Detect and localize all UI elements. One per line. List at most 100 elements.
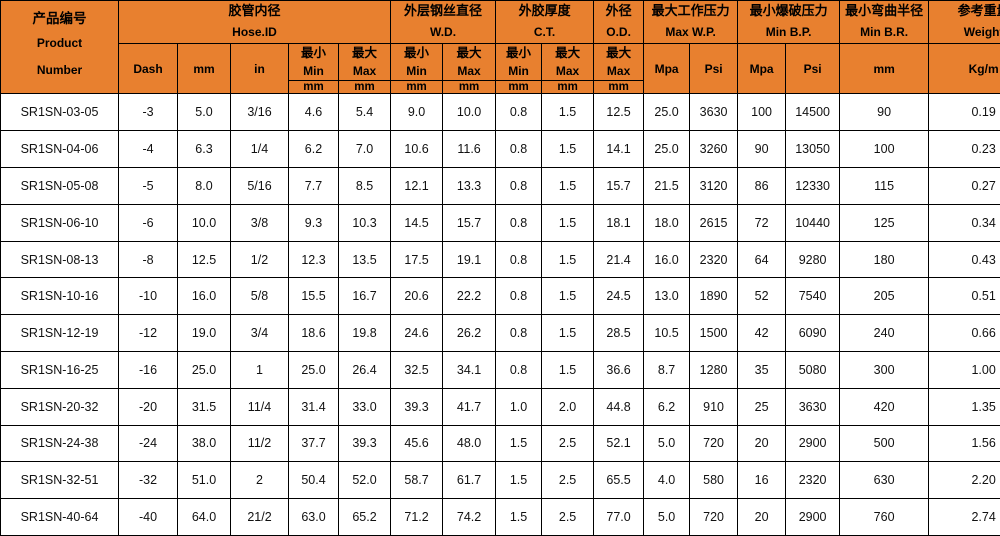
cell-br-mm: 630 xyxy=(839,461,930,500)
cell-id-in: 2 xyxy=(230,461,289,500)
header-sub-id-in-en: in xyxy=(254,61,265,76)
header-sub-weight-kgm: Kg/m xyxy=(928,43,1000,95)
header-sub-dash: Dash xyxy=(118,43,178,95)
header-sub-wd-min-en: Min xyxy=(406,64,427,79)
header-sub-ct-min-cn: 最小 xyxy=(506,46,532,61)
cell-wp-mpa: 25.0 xyxy=(643,93,691,132)
header-sub-wd-min-cn: 最小 xyxy=(404,46,430,61)
header-group-min-burst-pressure: 最小爆破压力 Min B.P. xyxy=(737,0,841,45)
cell-id-in: 3/8 xyxy=(230,203,289,242)
header-group-min-bend-radius-cn: 最小弯曲半径 xyxy=(845,3,924,18)
cell-dash: -16 xyxy=(118,351,178,389)
header-group-min-bend-radius: 最小弯曲半径 Min B.R. xyxy=(839,0,930,45)
cell-bp-mpa: 42 xyxy=(737,314,787,352)
cell-ct-min: 1.5 xyxy=(495,498,543,536)
cell-id-in: 1/2 xyxy=(230,240,289,279)
cell-od-max: 14.1 xyxy=(593,130,645,169)
cell-wp-mpa: 18.0 xyxy=(643,203,691,242)
cell-ct-max: 2.5 xyxy=(541,461,595,500)
header-row-group: 产品编号 Product Number 胶管内径 Hose.ID 外层钢丝直径 … xyxy=(0,0,1000,95)
cell-id-max: 13.5 xyxy=(337,240,392,279)
table-row: SR1SN-10-16 -10 16.0 5/8 15.5 16.7 20.6 22.2 0.8… xyxy=(0,277,1000,316)
cell-weight: 2.74 xyxy=(928,498,1000,536)
header-sub-wp-psi-en: Psi xyxy=(704,61,723,76)
cell-wp-psi: 3120 xyxy=(689,167,739,205)
header-sub-id-max: 最大 Max xyxy=(337,43,392,82)
header-sub-ct-max-cn: 最大 xyxy=(555,46,581,61)
header-group-weight: 参考重量 Weight xyxy=(928,0,1000,45)
cell-wd-min: 17.5 xyxy=(390,240,444,279)
header-sub-bp-mpa: Mpa xyxy=(737,43,787,95)
cell-od-max: 65.5 xyxy=(593,461,645,500)
header-sub-weight-kgm-en: Kg/m xyxy=(968,61,999,76)
cell-wp-mpa: 5.0 xyxy=(643,498,691,536)
cell-id-in: 1 xyxy=(230,351,289,389)
cell-weight: 0.66 xyxy=(928,314,1000,352)
header-sub-dash-en: Dash xyxy=(133,61,163,76)
header-unit-ct-max: mm xyxy=(541,80,595,95)
cell-br-mm: 205 xyxy=(839,277,930,316)
cell-ct-max: 1.5 xyxy=(541,314,595,352)
header-sub-wd-max-en: Max xyxy=(457,64,481,79)
header-product-number: 产品编号 Product Number xyxy=(0,0,119,95)
cell-od-max: 28.5 xyxy=(593,314,645,352)
header-group-hose-id-cn: 胶管内径 xyxy=(228,3,281,18)
cell-wd-max: 22.2 xyxy=(442,277,497,316)
cell-id-in: 11/2 xyxy=(230,424,289,463)
table-body: SR1SN-03-05 -3 5.0 3/16 4.6 5.4 9.0 10.0 0.8 1.5 1… xyxy=(0,93,1000,536)
cell-dash: -24 xyxy=(118,424,178,463)
cell-od-max: 21.4 xyxy=(593,240,645,279)
header-sub-wp-psi: Psi xyxy=(689,43,739,95)
cell-ct-min: 0.8 xyxy=(495,130,543,169)
cell-od-max: 44.8 xyxy=(593,387,645,426)
cell-ct-max: 2.0 xyxy=(541,387,595,426)
cell-dash: -12 xyxy=(118,314,178,352)
header-sub-wp-mpa: Mpa xyxy=(643,43,691,95)
cell-weight: 0.23 xyxy=(928,130,1000,169)
header-sub-wd-max-cn: 最大 xyxy=(456,46,482,61)
cell-product-number: SR1SN-08-13 xyxy=(0,240,119,279)
header-sub-id-mm-en: mm xyxy=(193,61,215,76)
header-group-outer-diameter-cn: 外径 xyxy=(605,3,632,18)
header-sub-br-mm: mm xyxy=(839,43,930,95)
header-sub-ct-max-en: Max xyxy=(555,64,580,79)
header-group-cover-thickness: 外胶厚度 C.T. xyxy=(495,0,595,45)
cell-id-max: 65.2 xyxy=(337,498,392,536)
cell-id-min: 37.7 xyxy=(288,424,339,463)
cell-wp-mpa: 10.5 xyxy=(643,314,691,352)
cell-wp-psi: 720 xyxy=(689,498,739,536)
cell-ct-max: 1.5 xyxy=(541,167,595,205)
cell-bp-mpa: 90 xyxy=(737,130,787,169)
header-sub-bp-psi-en: Psi xyxy=(803,61,822,76)
cell-id-mm: 5.0 xyxy=(177,93,231,132)
cell-wd-max: 41.7 xyxy=(442,387,497,426)
cell-id-max: 8.5 xyxy=(337,167,392,205)
cell-wd-max: 19.1 xyxy=(442,240,497,279)
cell-id-min: 12.3 xyxy=(288,240,339,279)
cell-weight: 1.00 xyxy=(928,351,1000,389)
cell-wp-psi: 1280 xyxy=(689,351,739,389)
cell-weight: 1.35 xyxy=(928,387,1000,426)
cell-wd-min: 12.1 xyxy=(390,167,444,205)
cell-wd-max: 11.6 xyxy=(442,130,497,169)
cell-ct-max: 1.5 xyxy=(541,351,595,389)
cell-wp-psi: 910 xyxy=(689,387,739,426)
cell-id-mm: 12.5 xyxy=(177,240,231,279)
cell-wp-psi: 3630 xyxy=(689,93,739,132)
table-header: 产品编号 Product Number 胶管内径 Hose.ID 外层钢丝直径 … xyxy=(0,0,1000,95)
cell-bp-psi: 14500 xyxy=(785,93,841,132)
cell-br-mm: 420 xyxy=(839,387,930,426)
header-sub-od-max-en: Max xyxy=(606,64,631,79)
cell-id-in: 3/4 xyxy=(230,314,289,352)
cell-dash: -4 xyxy=(118,130,178,169)
cell-od-max: 77.0 xyxy=(593,498,645,536)
header-sub-od-max: 最大 Max xyxy=(593,43,645,82)
cell-id-max: 52.0 xyxy=(337,461,392,500)
cell-wd-min: 24.6 xyxy=(390,314,444,352)
header-group-outer-diameter: 外径 O.D. xyxy=(593,0,645,45)
header-group-wire-diameter: 外层钢丝直径 W.D. xyxy=(390,0,497,45)
cell-id-in: 5/8 xyxy=(230,277,289,316)
cell-id-mm: 6.3 xyxy=(177,130,231,169)
cell-od-max: 15.7 xyxy=(593,167,645,205)
